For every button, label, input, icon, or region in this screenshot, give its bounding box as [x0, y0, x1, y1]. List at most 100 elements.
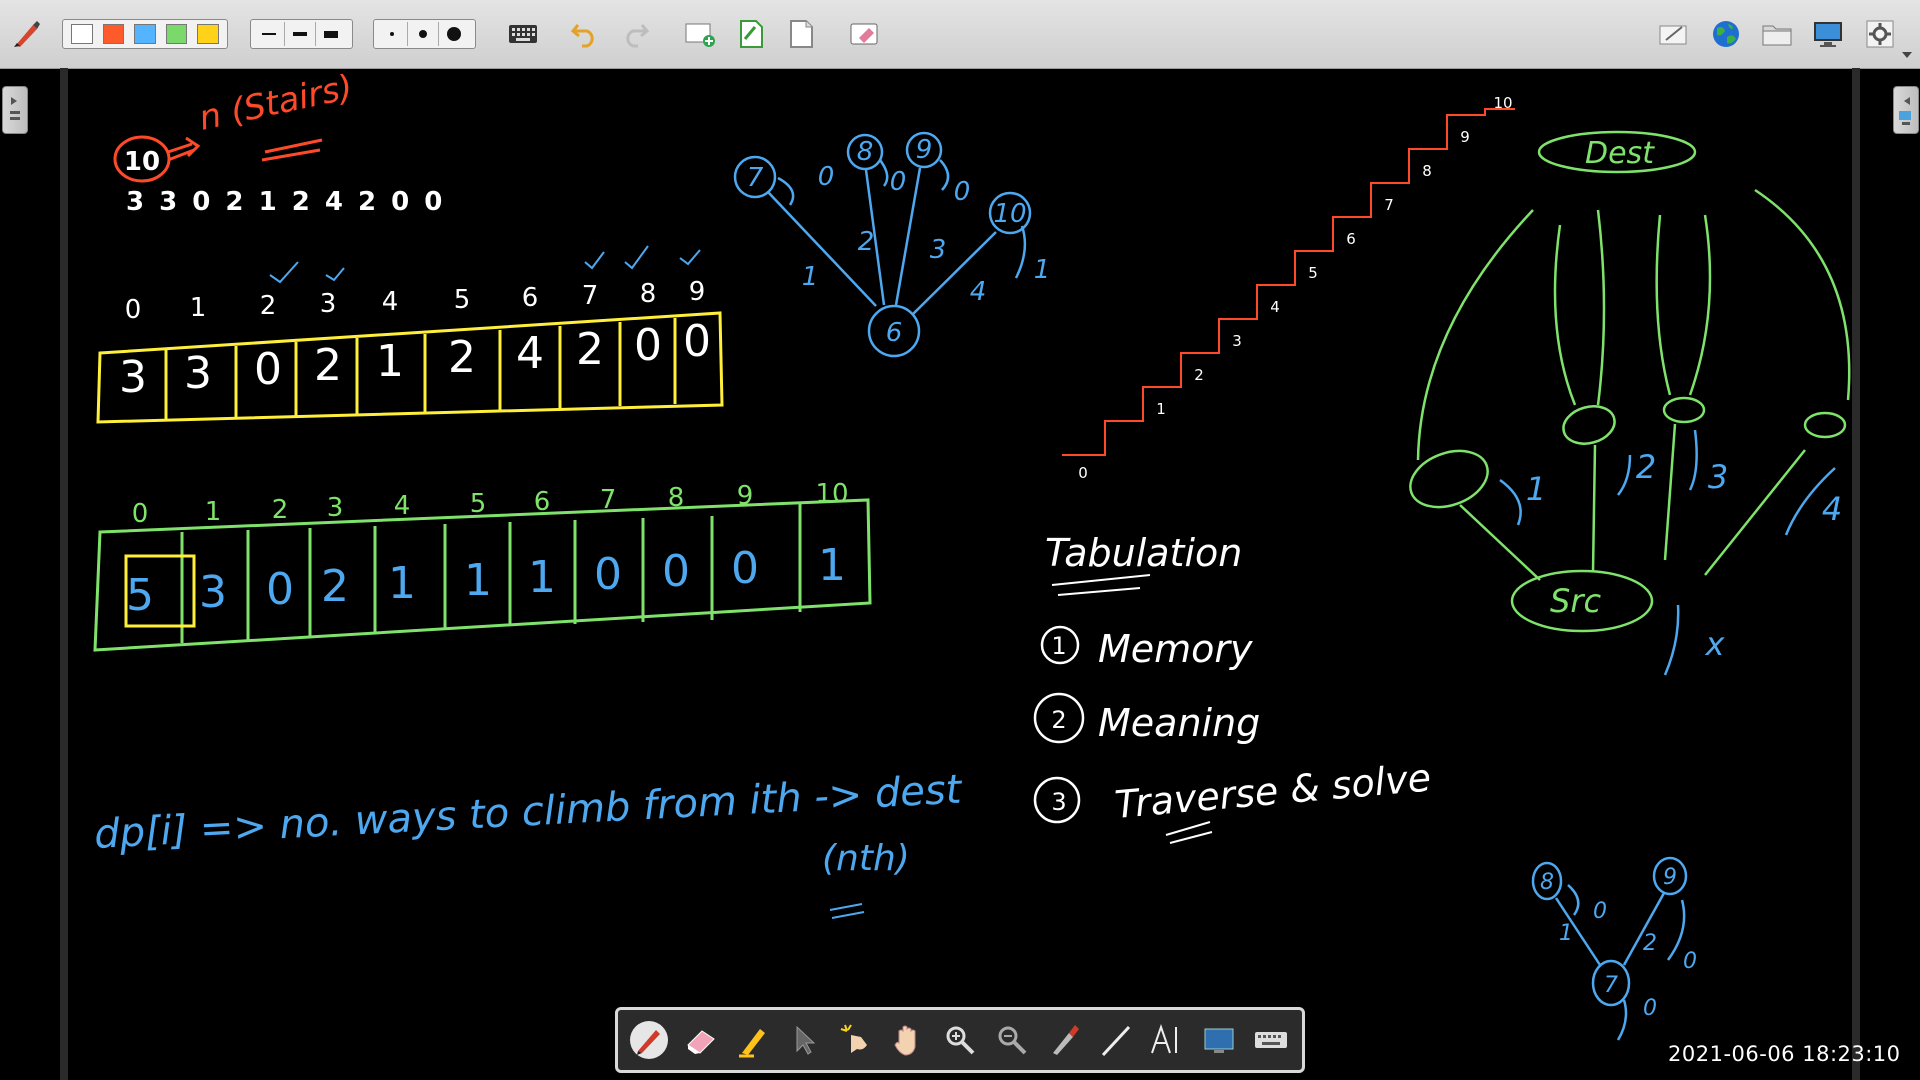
jump-label: 1 — [1526, 470, 1546, 508]
color-swatch-blue[interactable] — [134, 24, 156, 44]
zoom-in-tool[interactable] — [937, 1017, 983, 1063]
thin-line-button[interactable] — [254, 22, 285, 46]
text-tool[interactable] — [1144, 1017, 1190, 1063]
array2-index: 8 — [668, 483, 685, 513]
graph2-edge-label: 0 — [1643, 996, 1657, 1021]
array1-index: 5 — [454, 285, 471, 315]
small-dot-button[interactable] — [377, 22, 408, 46]
zoom-out-tool[interactable] — [989, 1017, 1035, 1063]
undo-icon[interactable] — [567, 16, 603, 52]
graph2-node: 9 — [1663, 865, 1677, 890]
pen-tool[interactable] — [626, 1017, 672, 1063]
screen-tool[interactable] — [1196, 1017, 1242, 1063]
step-number: 3 — [1051, 788, 1066, 816]
dest-label: Dest — [1585, 136, 1655, 171]
eraser-tool[interactable] — [678, 1017, 724, 1063]
tabulation-step: Memory — [1098, 627, 1253, 671]
graph2-node: 8 — [1540, 870, 1554, 895]
src-label: Src — [1550, 582, 1601, 620]
graph1-node: 6 — [886, 318, 903, 348]
graph1-edge-label: 0 — [890, 167, 907, 197]
graph2-edge-label: 0 — [1593, 899, 1607, 924]
graph1-edge-label: 4 — [970, 277, 987, 307]
array2-cell: 3 — [199, 567, 227, 618]
color-swatch-white[interactable] — [71, 24, 93, 44]
hand-tool[interactable] — [885, 1017, 931, 1063]
stair-number: 1 — [1156, 400, 1166, 418]
medium-dot-button[interactable] — [408, 22, 439, 46]
array1-index: 6 — [522, 283, 539, 313]
line-tool[interactable] — [1093, 1017, 1139, 1063]
redo-icon[interactable] — [617, 16, 653, 52]
settings-icon[interactable] — [1862, 16, 1898, 52]
folder-icon[interactable] — [1759, 16, 1795, 52]
keyboard-icon[interactable] — [505, 16, 541, 52]
jump-label: 4 — [1822, 490, 1842, 528]
array1-cell: 0 — [683, 316, 711, 367]
onscreen-keyboard-tool[interactable] — [1248, 1017, 1294, 1063]
step-number-circles — [1033, 625, 1085, 824]
monitor-icon[interactable] — [1810, 16, 1846, 52]
right-panel-toggle[interactable] — [1893, 86, 1919, 134]
color-swatch-green[interactable] — [165, 24, 188, 44]
stairs-header: 10 n (Stairs) — [113, 68, 356, 183]
line-thickness — [250, 19, 353, 49]
array1-cell: 4 — [516, 328, 544, 379]
pen-settings-icon[interactable] — [8, 16, 44, 52]
step-number: 1 — [1051, 632, 1066, 660]
stair-number: 10 — [1493, 94, 1512, 112]
graph1-node: 9 — [916, 135, 933, 165]
graph1-edge-label: 0 — [818, 162, 835, 192]
globe-icon[interactable] — [1708, 16, 1744, 52]
array2-index: 9 — [737, 481, 754, 511]
array2-cell: 1 — [464, 555, 492, 606]
medium-line-button[interactable] — [285, 22, 316, 46]
array1-index: 8 — [640, 279, 657, 309]
brush-tool[interactable] — [1041, 1017, 1087, 1063]
array2-index: 0 — [132, 499, 149, 529]
array2-cell: 0 — [266, 564, 294, 615]
array1-cell: 2 — [314, 340, 342, 391]
top-toolbar — [0, 0, 1920, 69]
color-palette — [62, 19, 228, 49]
stair-number: 8 — [1422, 162, 1432, 180]
color-swatch-yellow[interactable] — [197, 24, 219, 44]
array2-index: 1 — [205, 497, 222, 527]
graph1-edge-label: 1 — [1034, 255, 1051, 285]
array2-index: 4 — [394, 491, 411, 521]
left-panel-toggle[interactable] — [2, 86, 28, 134]
array2-cell: 0 — [594, 549, 622, 600]
array1-index: 4 — [382, 287, 399, 317]
screen-icon — [1204, 1028, 1234, 1053]
array2-cell: 0 — [731, 543, 759, 594]
add-page-icon[interactable] — [682, 16, 718, 52]
array1-cell: 0 — [634, 320, 662, 371]
thick-line-button[interactable] — [316, 22, 346, 46]
graph1-node: 7 — [747, 163, 764, 193]
stair-number: 2 — [1194, 366, 1204, 384]
dot-size — [373, 19, 476, 49]
array2-cell: 5 — [126, 570, 154, 621]
magic-pointer-tool[interactable] — [833, 1017, 879, 1063]
array2-cell: 1 — [528, 552, 556, 603]
array2-index: 2 — [272, 495, 289, 525]
highlighter-tool[interactable] — [730, 1017, 776, 1063]
array2-index: 7 — [600, 485, 617, 515]
blank-page-icon[interactable] — [783, 16, 819, 52]
array1-cell: 2 — [448, 332, 476, 383]
jump-label: 3 — [1708, 458, 1728, 496]
large-dot-button[interactable] — [439, 22, 469, 46]
hand-icon — [894, 1025, 916, 1056]
array2-cell: 2 — [321, 561, 349, 612]
clear-icon[interactable] — [847, 16, 883, 52]
green-page-icon[interactable] — [733, 16, 769, 52]
color-swatch-red[interactable] — [102, 24, 125, 44]
pointer-tool[interactable] — [782, 1017, 828, 1063]
graph1-edge-label: 0 — [954, 177, 971, 207]
edit-icon[interactable] — [1656, 16, 1692, 52]
chevron-down-icon[interactable] — [1898, 48, 1916, 62]
text-icon — [1151, 1023, 1178, 1054]
graph1-node: 10 — [993, 199, 1026, 229]
